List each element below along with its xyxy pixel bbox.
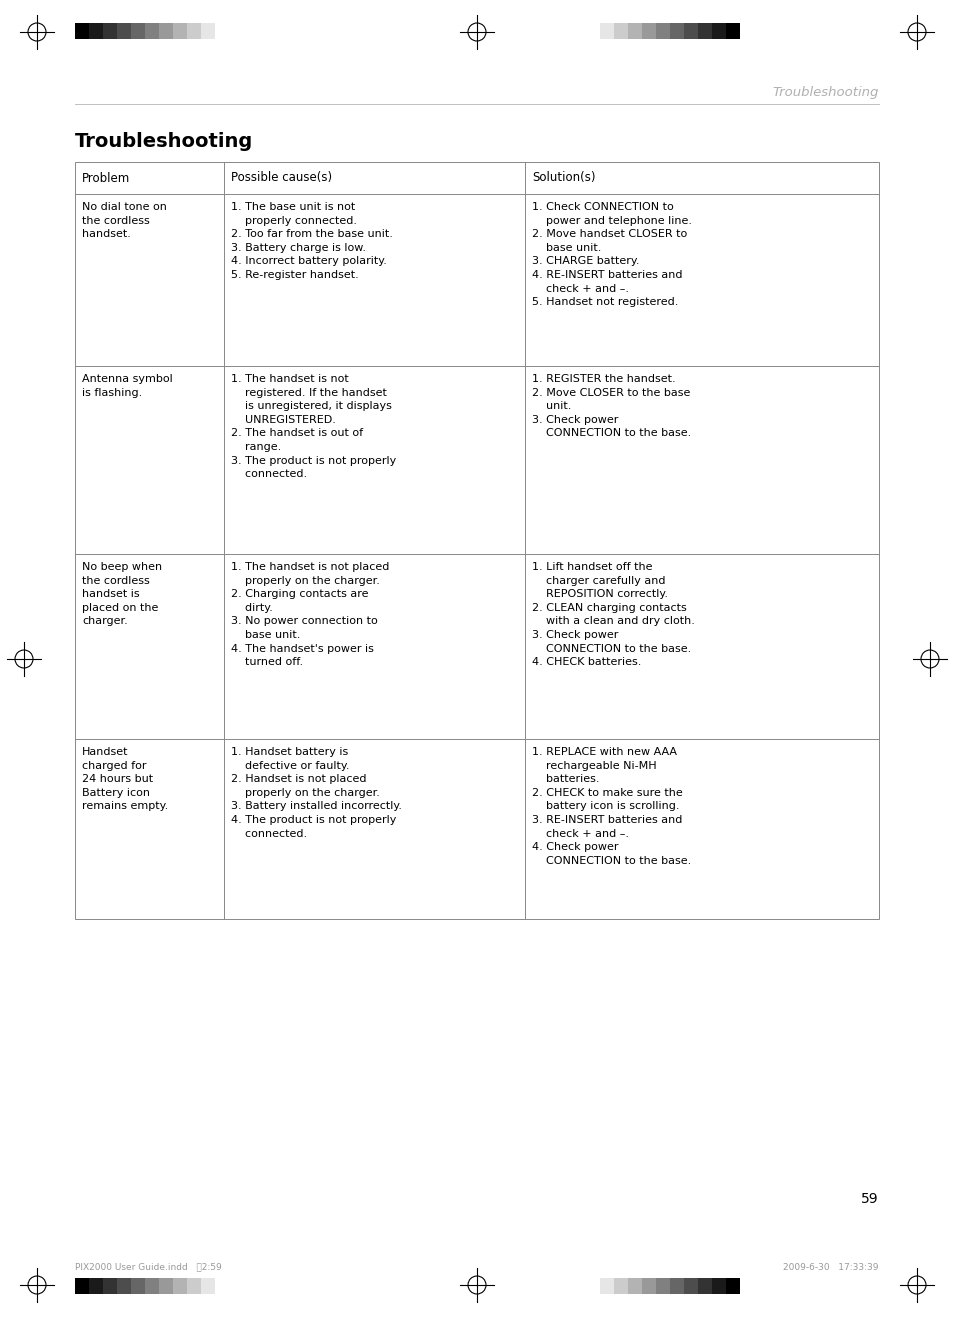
Bar <box>614 22 627 40</box>
Bar <box>159 1277 172 1295</box>
Bar <box>669 1277 683 1295</box>
Text: Handset
charged for
24 hours but
Battery icon
remains empty.: Handset charged for 24 hours but Battery… <box>82 747 168 811</box>
Bar <box>711 1277 725 1295</box>
Bar <box>103 1277 117 1295</box>
Text: Problem: Problem <box>82 171 131 184</box>
Text: 1. REGISTER the handset.
2. Move CLOSER to the base
    unit.
3. Check power
   : 1. REGISTER the handset. 2. Move CLOSER … <box>532 374 691 439</box>
Bar <box>89 22 103 40</box>
Bar <box>698 1277 711 1295</box>
Text: Solution(s): Solution(s) <box>532 171 595 184</box>
Bar <box>669 22 683 40</box>
Bar <box>656 22 669 40</box>
Text: Troubleshooting: Troubleshooting <box>75 132 253 151</box>
Text: No beep when
the cordless
handset is
placed on the
charger.: No beep when the cordless handset is pla… <box>82 562 162 627</box>
Text: 1. The handset is not
    registered. If the handset
    is unregistered, it dis: 1. The handset is not registered. If the… <box>231 374 395 479</box>
Text: No dial tone on
the cordless
handset.: No dial tone on the cordless handset. <box>82 202 167 240</box>
Bar <box>75 22 89 40</box>
Bar <box>117 22 131 40</box>
Bar <box>103 22 117 40</box>
Bar <box>725 1277 740 1295</box>
Text: 59: 59 <box>861 1192 878 1206</box>
Text: 1. Handset battery is
    defective or faulty.
2. Handset is not placed
    prop: 1. Handset battery is defective or fault… <box>231 747 401 839</box>
Bar <box>145 22 159 40</box>
Text: 1. Lift handset off the
    charger carefully and
    REPOSITION correctly.
2. C: 1. Lift handset off the charger carefull… <box>532 562 695 668</box>
Bar <box>683 22 698 40</box>
Bar <box>187 1277 201 1295</box>
Bar <box>656 1277 669 1295</box>
Text: 1. The handset is not placed
    properly on the charger.
2. Charging contacts a: 1. The handset is not placed properly on… <box>231 562 389 668</box>
Bar <box>599 1277 614 1295</box>
Bar <box>159 22 172 40</box>
Bar <box>75 162 878 919</box>
Bar <box>117 1277 131 1295</box>
Bar <box>75 1277 89 1295</box>
Text: 1. REPLACE with new AAA
    rechargeable Ni-MH
    batteries.
2. CHECK to make s: 1. REPLACE with new AAA rechargeable Ni-… <box>532 747 691 865</box>
Text: Antenna symbol
is flashing.: Antenna symbol is flashing. <box>82 374 172 398</box>
Bar <box>725 22 740 40</box>
Bar <box>187 22 201 40</box>
Bar <box>614 1277 627 1295</box>
Bar <box>641 1277 656 1295</box>
Bar <box>599 22 614 40</box>
Text: 1. Check CONNECTION to
    power and telephone line.
2. Move handset CLOSER to
 : 1. Check CONNECTION to power and telepho… <box>532 202 692 307</box>
Text: 2009-6-30   17:33:39: 2009-6-30 17:33:39 <box>782 1263 878 1271</box>
Bar <box>683 1277 698 1295</box>
Bar <box>641 22 656 40</box>
Bar <box>698 22 711 40</box>
Bar <box>201 22 214 40</box>
Text: PIX2000 User Guide.indd   第2:59: PIX2000 User Guide.indd 第2:59 <box>75 1263 221 1271</box>
Bar <box>172 1277 187 1295</box>
Text: 1. The base unit is not
    properly connected.
2. Too far from the base unit.
3: 1. The base unit is not properly connect… <box>231 202 393 281</box>
Bar <box>201 1277 214 1295</box>
Text: Troubleshooting: Troubleshooting <box>772 86 878 99</box>
Bar <box>627 22 641 40</box>
Bar <box>131 1277 145 1295</box>
Bar <box>172 22 187 40</box>
Bar <box>711 22 725 40</box>
Bar <box>627 1277 641 1295</box>
Bar <box>131 22 145 40</box>
Bar <box>89 1277 103 1295</box>
Text: Possible cause(s): Possible cause(s) <box>231 171 332 184</box>
Bar <box>145 1277 159 1295</box>
